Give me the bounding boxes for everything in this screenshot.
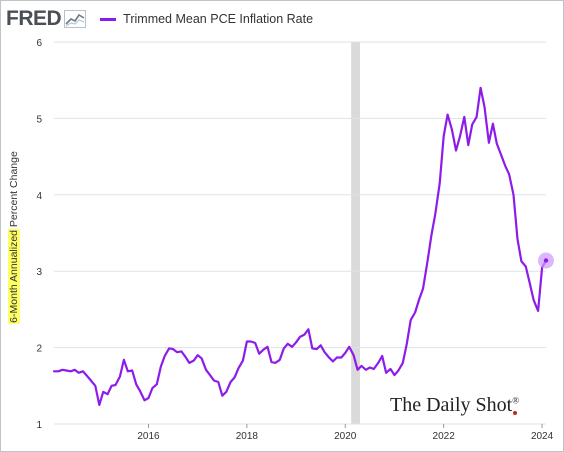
chart-header: FRED Trimmed Mean PCE Inflation Rate [6, 6, 313, 32]
line-chart-icon [64, 10, 87, 28]
last-point-marker [543, 258, 549, 263]
x-tick-label: 2018 [236, 431, 259, 442]
fred-logo[interactable]: FRED [6, 7, 62, 30]
y-tick-label: 1 [36, 420, 42, 431]
y-axis-label-highlight-box [8, 228, 20, 324]
watermark-dot [513, 411, 518, 415]
y-tick-label: 6 [36, 38, 42, 49]
y-tick-label: 3 [36, 267, 42, 278]
y-axis-label-rest: Percent Change [8, 151, 20, 230]
x-tick-label: 2016 [137, 431, 160, 442]
y-axis-label-highlight: 6-Month Annualized [8, 230, 20, 323]
watermark-text: The Daily Shot [390, 394, 513, 416]
daily-shot-watermark: The Daily Shot® [390, 394, 519, 417]
legend-swatch [100, 17, 117, 21]
y-tick-label: 4 [36, 191, 42, 202]
series-line [52, 86, 548, 406]
y-axis-label: 6-Month Annualized Percent Change [8, 151, 20, 323]
recession-band [351, 42, 361, 424]
x-tick-label: 2022 [433, 431, 456, 442]
watermark-mark: ® [512, 395, 520, 406]
x-tick-label: 2024 [531, 431, 554, 442]
y-tick-label: 2 [36, 344, 42, 355]
x-tick-label: 2020 [334, 431, 357, 442]
y-tick-label: 5 [36, 114, 42, 125]
legend-label: Trimmed Mean PCE Inflation Rate [123, 12, 314, 26]
